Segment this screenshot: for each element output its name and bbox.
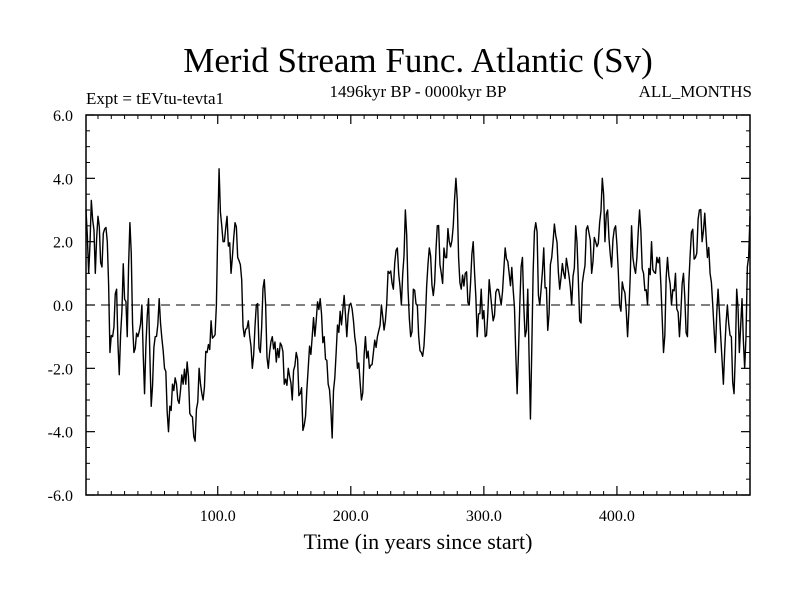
x-tick-label: 400.0 — [599, 508, 635, 525]
x-tick-label: 100.0 — [200, 508, 236, 525]
chart-title: Merid Stream Func. Atlantic (Sv) — [183, 41, 653, 80]
y-tick-label: 2.0 — [53, 235, 73, 252]
series-layer — [85, 168, 751, 442]
x-tick-label: 200.0 — [333, 508, 369, 525]
y-tick-label: 6.0 — [53, 108, 73, 125]
x-tick-label: 300.0 — [466, 508, 502, 525]
x-axis-label: Time (in years since start) — [304, 529, 533, 554]
y-tick-label: -6.0 — [48, 488, 73, 505]
y-tick-label: -2.0 — [48, 361, 73, 378]
y-tick-label: 0.0 — [53, 298, 73, 315]
y-tick-label: -4.0 — [48, 425, 73, 442]
y-tick-label: 4.0 — [53, 171, 73, 188]
right-label: ALL_MONTHS — [639, 82, 752, 101]
left-label: Expt = tEVtu-tevta1 — [86, 89, 224, 108]
series-line — [85, 168, 751, 442]
chart-subtitle: 1496kyr BP - 0000kyr BP — [330, 82, 507, 101]
plot-frame — [85, 114, 751, 496]
